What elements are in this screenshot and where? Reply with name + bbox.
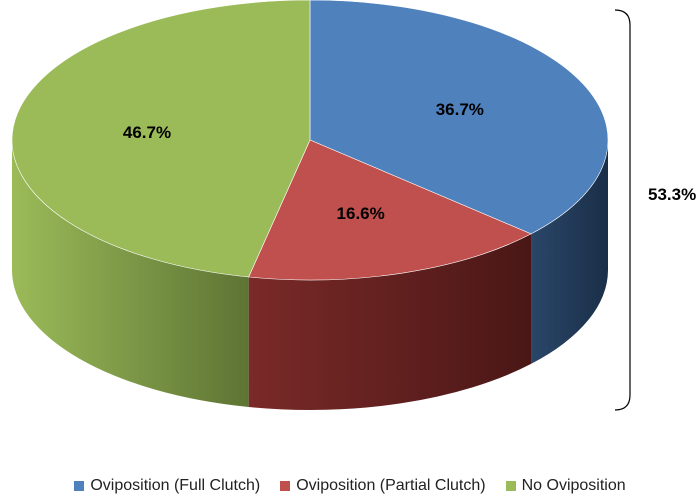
bracket-label: 53.3% [648, 185, 696, 204]
pie-slice-no-oviposition-label: 46.7% [123, 123, 171, 142]
legend: Oviposition (Full Clutch) Oviposition (P… [0, 474, 700, 498]
legend-label-full-clutch: Oviposition (Full Clutch) [90, 477, 261, 494]
legend-swatch-no-oviposition [505, 481, 516, 491]
pie-slice-no-oviposition [11, 0, 311, 278]
legend-item-full-clutch: Oviposition (Full Clutch) [74, 477, 260, 495]
pie-slice-partial-clutch-side [248, 233, 532, 410]
legend-swatch-partial-clutch [280, 481, 291, 491]
legend-label-no-oviposition: No Oviposition [521, 477, 626, 494]
legend-item-partial-clutch: Oviposition (Partial Clutch) [280, 477, 486, 495]
pie-slice-full-clutch-label: 36.7% [436, 100, 484, 119]
pie-slice-full-clutch-side [531, 140, 608, 364]
pie-slice-partial-clutch-label: 16.6% [337, 204, 385, 223]
legend-swatch-full-clutch [74, 481, 85, 491]
legend-item-no-oviposition: No Oviposition [505, 477, 626, 495]
legend-label-partial-clutch: Oviposition (Partial Clutch) [296, 477, 486, 494]
pie-slice-full-clutch [309, 0, 609, 235]
pie-slice-no-oviposition-side [11, 140, 249, 408]
bracket [614, 9, 631, 411]
pie-slice-partial-clutch [248, 139, 532, 281]
